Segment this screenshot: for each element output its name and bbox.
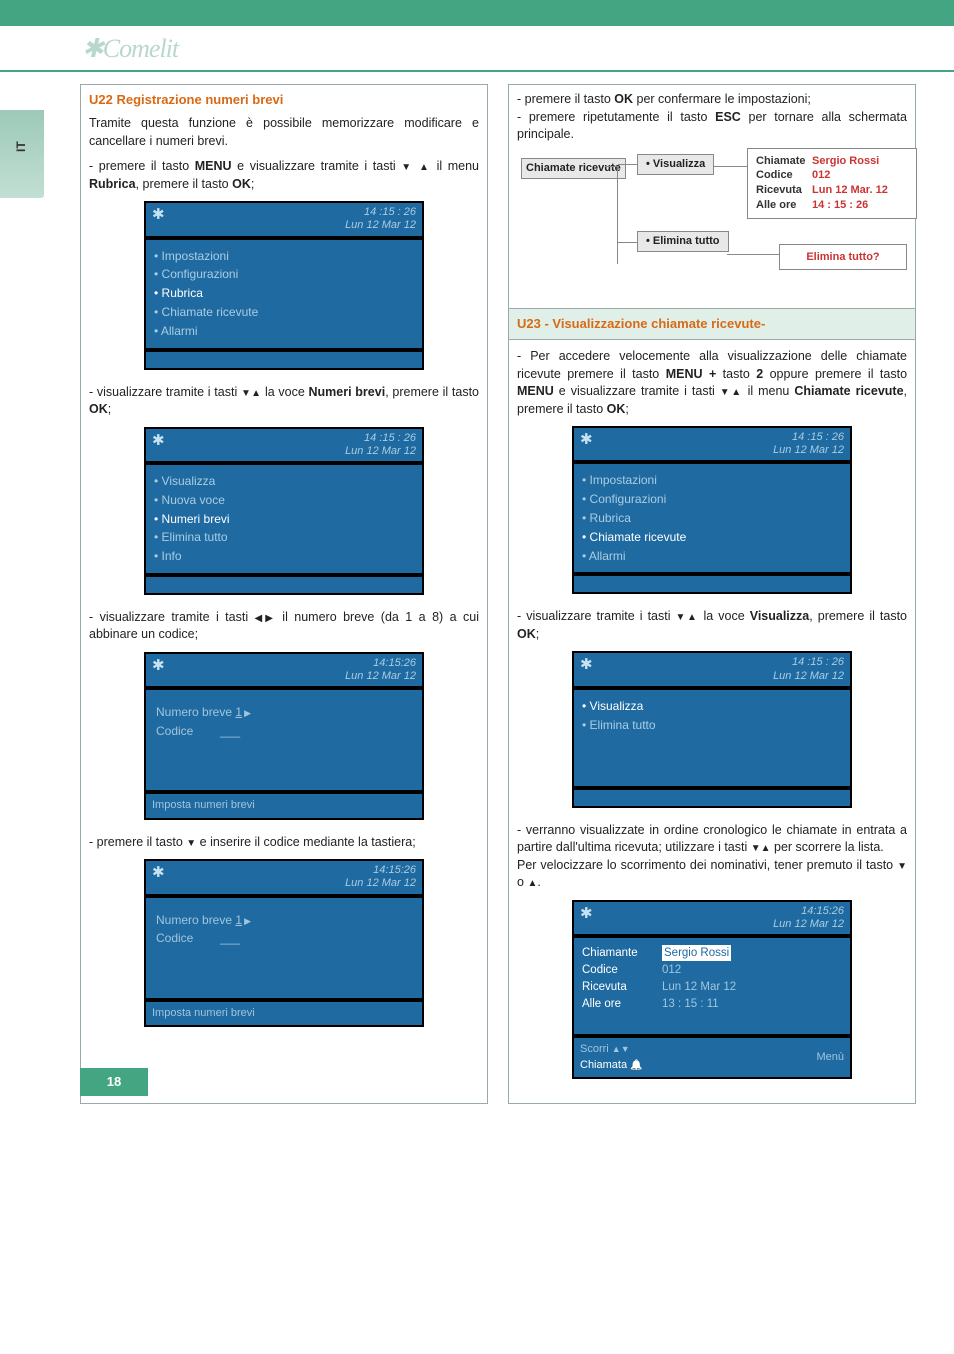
lcd-rubrica-menu: ✱14 :15 : 26Lun 12 Mar 12 • Impostazioni… (144, 201, 424, 369)
right-column: - premere il tasto OK per confermare le … (508, 84, 916, 1104)
u23-step1: - Per accedere velocemente alla visualiz… (517, 348, 907, 418)
callout-elimina: Elimina tutto? (779, 244, 907, 271)
down-arrow-icon (241, 385, 251, 399)
language-tab: IT (0, 110, 44, 198)
u22-step4: - premere il tasto e inserire il codice … (89, 834, 479, 852)
lcd-numero-breve-input-1: ✱14:15:26Lun 12 Mar 12 Numero breve 1 Co… (144, 652, 424, 820)
u23-step-vis: - visualizzare tramite i tasti la voce V… (517, 608, 907, 643)
u23-header: U23 - Visualizzazione chiamate ricevute- (509, 308, 915, 341)
down-arrow-icon (401, 159, 413, 173)
language-code: IT (14, 141, 28, 152)
u22-step3: - visualizzare tramite i tasti il numero… (89, 609, 479, 644)
page-number: 18 (80, 1068, 148, 1096)
down-arrow-icon (186, 835, 196, 849)
u23-chron: - verranno visualizzate in ordine cronol… (517, 822, 907, 892)
up-arrow-icon (419, 159, 431, 173)
confirm-text: - premere il tasto OK per confermare le … (517, 91, 907, 144)
left-column: U22 Registrazione numeri brevi Tramite q… (80, 84, 488, 1104)
lcd-visualizza-menu: ✱14 :15 : 26Lun 12 Mar 12 • Visualizza •… (572, 651, 852, 807)
bell-icon (630, 1059, 642, 1071)
lcd-chiamate-menu: ✱14 :15 : 26Lun 12 Mar 12 • Impostazioni… (572, 426, 852, 594)
lcd-numero-breve-input-2: ✱14:15:26Lun 12 Mar 12 Numero breve 1 Co… (144, 859, 424, 1027)
tree-root: Chiamate ricevute (521, 158, 626, 179)
u22-step1: - premere il tasto MENU e visualizzare t… (89, 158, 479, 193)
u22-title: U22 Registrazione numeri brevi (89, 91, 479, 109)
logo: ✱Comelit (82, 34, 178, 63)
u22-intro: Tramite questa funzione è possibile memo… (89, 115, 479, 150)
up-arrow-icon (251, 385, 261, 399)
callout-visualizza: ChiamateSergio Rossi Codice012 RicevutaL… (747, 148, 917, 219)
left-arrow-icon (255, 610, 266, 624)
lcd-numeri-brevi-menu: ✱14 :15 : 26Lun 12 Mar 12 • Visualizza •… (144, 427, 424, 595)
lcd-call-detail: ✱14:15:26Lun 12 Mar 12 ChiamanteSergio R… (572, 900, 852, 1079)
u22-step2: - visualizzare tramite i tasti la voce N… (89, 384, 479, 419)
right-arrow-icon (265, 610, 276, 624)
tree-elimina: • Elimina tutto (637, 231, 729, 252)
tree-visualizza: • Visualizza (637, 154, 714, 175)
chiamate-tree: Chiamate ricevute • Visualizza • Elimina… (517, 154, 907, 294)
logo-strip: ✱Comelit (0, 28, 954, 72)
top-bar (0, 0, 954, 26)
